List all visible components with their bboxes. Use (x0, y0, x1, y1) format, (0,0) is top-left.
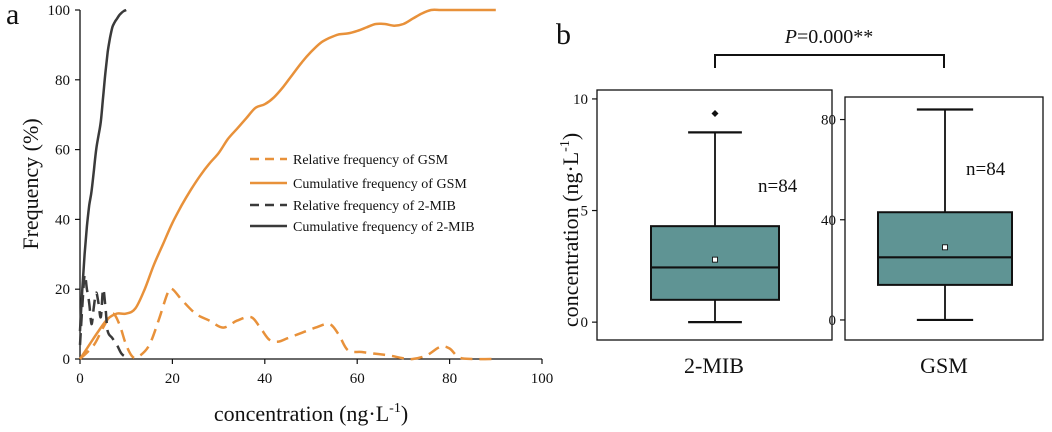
chart-a-x-tick-label: 60 (350, 371, 365, 387)
box-plot-gsm-y-tick-label: 40 (821, 213, 836, 229)
box-plot-2mib-y-tick-label: 10 (573, 92, 588, 108)
chart-a-series-gsm-cumulative (78, 8, 496, 360)
chart-a-y-tick-label: 40 (55, 212, 70, 228)
box-plot-2mib-n-label: n=84 (758, 176, 798, 197)
box-plot-y-label: concentration (ng·L-1) (558, 133, 583, 327)
box-plot-2mib-category: 2-MIB (684, 353, 744, 378)
box-plot-gsm: 0 40 80 n=84 GSM (821, 96, 1044, 378)
box-plot-y-label-main: concentration (ng·L (558, 152, 583, 327)
box-plot-2mib: 0 5 10 n=84 2-MIB concentration (ng·L-1) (558, 89, 833, 378)
box-plot-y-label-sup: -1 (558, 140, 573, 152)
significance-bracket: P=0.000** (714, 26, 945, 68)
chart-a-x-label: concentration (ng·L-1) (214, 401, 408, 426)
chart-a-x-tick-label: 40 (257, 371, 272, 387)
panel-label-b: b (556, 18, 571, 51)
legend-label-gsm-relative: Relative frequency of GSM (293, 153, 449, 168)
chart-a-y-tick-label: 0 (63, 352, 71, 368)
chart-a-x-tick-label: 0 (76, 371, 84, 387)
box-plot-gsm-y-tick-label: 0 (829, 313, 837, 329)
chart-a-x-label-sup: -1 (389, 401, 401, 416)
chart-a-series-mib-relative (78, 273, 127, 359)
box-plot-2mib-frame (596, 89, 833, 341)
chart-a-x-tick-label: 20 (165, 371, 180, 387)
box-plot-y-label-close: ) (558, 133, 583, 140)
chart-a-y-tick-label: 60 (55, 143, 70, 159)
chart-a-y-tick-label: 80 (55, 73, 70, 89)
chart-a-x-tick-label: 80 (442, 371, 457, 387)
legend-label-mib-cumulative: Cumulative frequency of 2-MIB (293, 220, 475, 235)
legend-label-gsm-cumulative: Cumulative frequency of GSM (293, 177, 467, 192)
significance-value: =0.000** (797, 26, 873, 48)
chart-a-y-tick-label: 20 (55, 282, 70, 298)
chart-a-x-tick-label: 100 (531, 371, 554, 387)
box-plot-gsm-y-tick-label: 80 (821, 113, 836, 129)
chart-a-x-label-main: concentration (ng·L (214, 401, 389, 426)
box-plot-gsm-mean-marker (942, 244, 948, 251)
chart-a-y-label: Frequency (%) (18, 118, 43, 249)
box-plot-gsm-frame (844, 96, 1044, 341)
chart-a: 0 20 40 60 80 100 0 20 40 60 80 100 Frequency (%) c… (18, 3, 553, 426)
chart-a-series-mib-cumulative (78, 8, 127, 332)
box-plot-2mib-y-tick-label: 5 (581, 204, 589, 220)
chart-a-legend: Relative frequency of GSM Cumulative fre… (250, 153, 475, 235)
chart-a-x-label-close: ) (401, 401, 408, 426)
box-plot-2mib-mean-marker (712, 256, 718, 263)
chart-a-y-tick-label: 100 (48, 3, 71, 19)
significance-label: P=0.000** (784, 26, 874, 48)
box-plot-2mib-y-tick-label: 0 (581, 315, 589, 331)
significance-p: P (784, 26, 797, 48)
chart-a-series-gsm-relative (79, 287, 496, 361)
box-plot-gsm-category: GSM (920, 353, 968, 378)
box-plot-2mib-outlier (711, 109, 719, 117)
box-plot-2mib-iqr-box (650, 225, 780, 301)
box-plot-gsm-n-label: n=84 (966, 159, 1006, 180)
legend-label-mib-relative: Relative frequency of 2-MIB (293, 199, 456, 214)
panel-label-a: a (6, 0, 19, 31)
significance-bracket-line (714, 54, 945, 68)
